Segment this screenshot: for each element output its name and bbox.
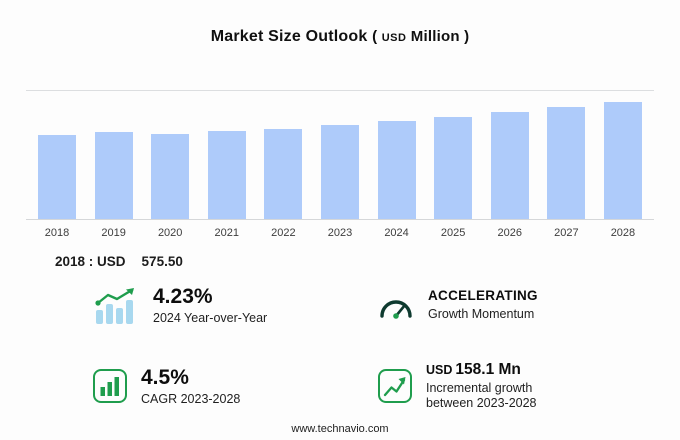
- x-label-2021: 2021: [214, 227, 240, 239]
- stats-grid: 4.23% 2024 Year-over-Year ACCELERATING G…: [0, 269, 680, 412]
- base-year-note: 2018 : USD 575.50: [55, 254, 680, 269]
- x-label-2023: 2023: [327, 227, 353, 239]
- stat-incremental-caption-2: between 2023-2028: [426, 396, 537, 411]
- x-label-2026: 2026: [497, 227, 522, 239]
- footer-url: www.technavio.com: [291, 423, 389, 435]
- bar-2021: [207, 131, 246, 219]
- bar-chart: 2018 2019 2020 2021 2022 2023 2024 2025 2026 2027…: [26, 90, 654, 239]
- bar-growth-icon: [92, 286, 140, 326]
- bar-2028: [603, 102, 642, 219]
- x-label-2020: 2020: [157, 227, 183, 239]
- stat-cagr-caption: CAGR 2023-2028: [141, 391, 241, 406]
- x-label-2028: 2028: [610, 227, 636, 239]
- trend-line-icon: [377, 368, 413, 404]
- x-label-2019: 2019: [101, 227, 126, 239]
- stat-yoy-caption: 2024 Year-over-Year: [153, 311, 268, 326]
- stat-incremental-caption-1: Incremental growth: [426, 380, 533, 395]
- bar-2020: [151, 134, 190, 219]
- bar-2023: [320, 125, 359, 219]
- x-label-2025: 2025: [440, 227, 466, 239]
- boxed-bars-icon: [92, 368, 128, 404]
- title-unit: ( USD Million ): [372, 28, 469, 45]
- x-label-2018: 2018: [44, 227, 70, 239]
- unit-close: ): [464, 28, 470, 45]
- base-year-value: 575.50: [141, 254, 183, 269]
- stat-incremental-amount: 158.1 Mn: [455, 360, 521, 378]
- unit-open: (: [372, 28, 378, 45]
- bar-2026: [490, 112, 529, 219]
- stat-momentum: ACCELERATING Growth Momentum: [377, 285, 660, 327]
- unit-text: Million: [410, 28, 460, 45]
- base-year-label: 2018 : USD: [55, 254, 126, 269]
- gauge-icon: [377, 290, 415, 322]
- bar-2024: [377, 121, 416, 219]
- bar-2022: [264, 129, 303, 219]
- bar-2019: [94, 132, 133, 219]
- chart-x-axis-labels: 2018 2019 2020 2021 2022 2023 2024 2025 2026 2027…: [26, 227, 654, 239]
- stat-cagr: 4.5% CAGR 2023-2028: [92, 361, 377, 412]
- stat-momentum-caption: Growth Momentum: [428, 306, 535, 321]
- x-label-2024: 2024: [384, 227, 409, 239]
- unit-currency: USD: [381, 32, 407, 44]
- x-label-2027: 2027: [554, 227, 579, 239]
- stat-yoy: 4.23% 2024 Year-over-Year: [92, 285, 377, 327]
- bar-2018: [38, 135, 76, 219]
- stat-incremental: USD 158.1 Mn Incremental growth between 2…: [377, 361, 660, 412]
- stat-cagr-value: 4.5%: [141, 365, 189, 389]
- bar-2025: [434, 117, 473, 219]
- title-main: Market Size Outlook: [210, 28, 368, 45]
- stat-incremental-value: USD 158.1 Mn: [426, 361, 537, 378]
- stat-yoy-value: 4.23%: [153, 285, 213, 308]
- stat-incremental-prefix: USD: [426, 362, 453, 377]
- chart-plot-area: [26, 90, 654, 220]
- bar-2027: [547, 107, 586, 219]
- page-title: Market Size Outlook ( USD Million ): [0, 0, 680, 46]
- stat-momentum-value: ACCELERATING: [428, 288, 538, 304]
- x-label-2022: 2022: [271, 227, 296, 239]
